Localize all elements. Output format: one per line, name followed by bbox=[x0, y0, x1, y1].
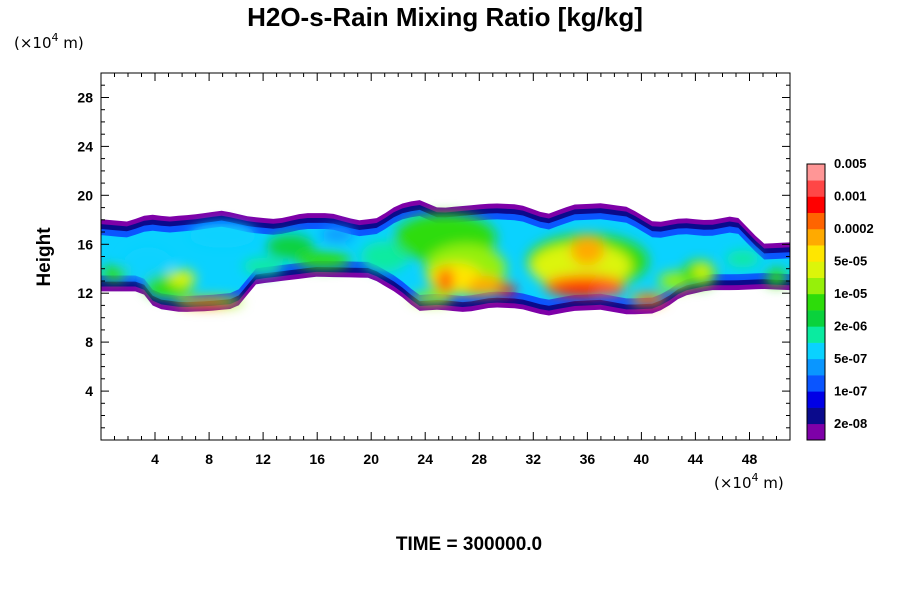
colorbar-label: 0.005 bbox=[834, 156, 867, 171]
y-tick-label: 4 bbox=[85, 383, 93, 399]
y-axis-unit: (×104 m) bbox=[14, 31, 84, 52]
x-tick-label: 48 bbox=[742, 451, 758, 467]
colorbar-swatch-15 bbox=[807, 180, 825, 197]
colorbar-swatch-11 bbox=[807, 245, 825, 262]
x-tick-label: 24 bbox=[417, 451, 433, 467]
contour-cell-3 bbox=[168, 269, 196, 288]
x-tick-label: 32 bbox=[526, 451, 542, 467]
colorbar-frame bbox=[806, 163, 826, 441]
colorbar-label: 1e-07 bbox=[834, 383, 867, 398]
x-axis-unit: (×104 m) bbox=[714, 471, 784, 492]
colorbar-label: 0.0002 bbox=[834, 221, 874, 236]
colorbar-label: 0.001 bbox=[834, 189, 867, 204]
y-tick-label: 20 bbox=[77, 187, 93, 203]
y-unit-base: (×10 bbox=[14, 34, 52, 52]
colorbar-swatch-6 bbox=[807, 326, 825, 343]
contour-cell-18 bbox=[411, 292, 453, 305]
contour-cell-16 bbox=[496, 283, 516, 296]
x-unit-suffix: m) bbox=[759, 474, 784, 492]
contour-cell-10 bbox=[361, 241, 409, 272]
colorbar-swatch-8 bbox=[807, 293, 825, 311]
contour-cell-26 bbox=[640, 296, 657, 305]
colorbar-swatch-4 bbox=[807, 358, 825, 376]
y-axis-ticks: 4 8 12 16 20 24 28 bbox=[77, 84, 790, 429]
colorbar-label: 5e-07 bbox=[834, 351, 867, 366]
y-unit-exponent: 4 bbox=[52, 31, 59, 44]
colorbar-swatch-0 bbox=[807, 423, 825, 441]
contour-cell-0 bbox=[101, 266, 128, 281]
contour-cell-33 bbox=[242, 257, 284, 275]
x-tick-label: 28 bbox=[472, 451, 488, 467]
contour-cell-7 bbox=[188, 223, 257, 248]
colorbar-label: 5e-05 bbox=[834, 253, 867, 268]
mixing-ratio-field bbox=[101, 200, 790, 316]
contour-cell-24 bbox=[594, 288, 622, 296]
time-label: TIME = 300000.0 bbox=[396, 534, 542, 555]
x-tick-label: 12 bbox=[255, 451, 271, 467]
x-tick-label: 16 bbox=[309, 451, 325, 467]
contour-cell-23 bbox=[553, 285, 608, 297]
x-axis-ticks: 4 8 12 16 20 24 28 32 36 40 44 48 bbox=[114, 73, 777, 467]
colorbar-swatch-12 bbox=[807, 228, 825, 246]
x-tick-label: 44 bbox=[688, 451, 704, 467]
contour-cell-6 bbox=[194, 301, 225, 305]
colorbar-swatch-1 bbox=[807, 407, 825, 425]
colorbar-swatch-16 bbox=[807, 164, 825, 181]
chart-title: H2O-s-Rain Mixing Ratio [kg/kg] bbox=[247, 2, 643, 32]
colorbar-swatch-5 bbox=[807, 342, 825, 360]
colorbar-swatch-9 bbox=[807, 277, 825, 295]
x-tick-label: 20 bbox=[363, 451, 379, 467]
colorbar-swatch-3 bbox=[807, 375, 825, 392]
x-tick-label: 36 bbox=[580, 451, 596, 467]
y-tick-label: 16 bbox=[77, 236, 93, 252]
contour-cell-8 bbox=[266, 234, 314, 259]
contour-cell-30 bbox=[725, 250, 760, 268]
y-tick-label: 24 bbox=[77, 138, 93, 154]
y-tick-label: 28 bbox=[77, 90, 93, 106]
contour-cell-1 bbox=[124, 247, 172, 278]
colorbar-label: 1e-05 bbox=[834, 286, 867, 301]
contour-cell-9 bbox=[320, 227, 355, 242]
contour-cell-17 bbox=[464, 288, 481, 296]
y-tick-label: 12 bbox=[77, 285, 93, 301]
colorbar-label: 2e-06 bbox=[834, 318, 867, 333]
colorbar-swatch-14 bbox=[807, 196, 825, 214]
colorbar-swatch-10 bbox=[807, 261, 825, 278]
colorbar-swatch-13 bbox=[807, 212, 825, 230]
x-tick-label: 4 bbox=[151, 451, 159, 467]
colorbar-swatch-7 bbox=[807, 310, 825, 327]
colorbar-swatch-2 bbox=[807, 391, 825, 408]
x-tick-label: 40 bbox=[634, 451, 650, 467]
y-tick-label: 8 bbox=[85, 334, 93, 350]
colorbar-label: 2e-08 bbox=[834, 416, 867, 431]
contour-cell-31 bbox=[765, 268, 788, 286]
contour-cells bbox=[101, 213, 788, 308]
contour-cell-21 bbox=[570, 235, 605, 266]
x-unit-exponent: 4 bbox=[752, 471, 759, 484]
x-tick-label: 8 bbox=[205, 451, 213, 467]
y-unit-suffix: m) bbox=[59, 34, 84, 52]
contour-cell-14 bbox=[437, 267, 454, 295]
y-axis-title: Height bbox=[34, 227, 55, 287]
contour-cell-29 bbox=[692, 263, 712, 279]
contour-cell-32 bbox=[296, 251, 351, 269]
colorbar: 2e-08 1e-07 5e-07 2e-06 1e-05 5e-05 0.0002 0.00… bbox=[806, 156, 874, 441]
x-unit-base: (×10 bbox=[714, 474, 752, 492]
